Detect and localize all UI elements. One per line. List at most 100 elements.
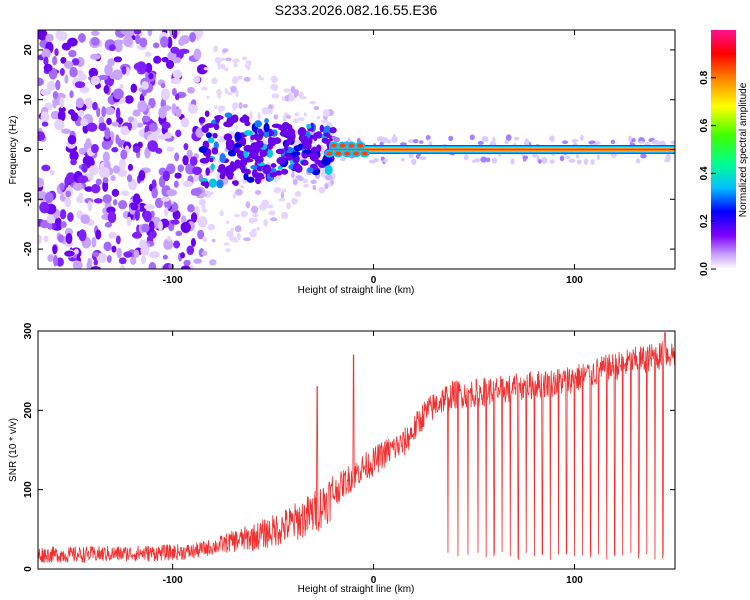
transition-light-blob <box>202 236 208 243</box>
fringe-blob <box>576 159 582 165</box>
noise-blob <box>166 163 176 175</box>
transition-strong-blob <box>231 114 239 123</box>
transition-light-blob <box>230 227 235 232</box>
transition-light-blob <box>214 105 218 110</box>
transition-light-blob <box>316 115 321 120</box>
transition-strong-blob <box>280 168 289 175</box>
noise-blob <box>52 99 58 109</box>
noise-blob <box>139 37 148 48</box>
transition-light-blob <box>236 75 243 80</box>
noise-blob <box>59 182 65 191</box>
noise-blob <box>103 85 110 94</box>
transition-strong-blob <box>244 121 251 127</box>
noise-blob <box>180 252 186 259</box>
transition-strong-blob <box>263 122 270 133</box>
noise-blob <box>72 260 83 269</box>
transition-strong-blob <box>308 139 313 145</box>
transition-light-blob <box>199 193 208 197</box>
transition-strong-blob <box>198 146 208 154</box>
noise-blob <box>74 81 86 89</box>
transition-light-blob <box>248 217 255 224</box>
noise-blob <box>154 197 164 209</box>
transition-light-blob <box>237 232 241 241</box>
transition-light-blob <box>294 191 302 198</box>
transition-light-blob <box>219 210 224 217</box>
transition-light-blob <box>283 88 292 93</box>
noise-blob <box>40 89 51 96</box>
transition-light-blob <box>278 198 286 202</box>
noise-blob <box>59 96 65 109</box>
transition-light-blob <box>286 114 291 119</box>
noise-blob <box>164 132 172 139</box>
noise-blob <box>45 33 54 42</box>
fringe-blob <box>504 139 509 145</box>
transition-light-blob <box>286 202 291 210</box>
transition-strong-blob <box>292 151 301 156</box>
fringe-blob <box>583 158 589 165</box>
noise-blob <box>193 76 201 83</box>
transition-strong-blob <box>285 153 293 161</box>
transition-light-blob <box>201 203 206 210</box>
noise-blob <box>163 238 173 250</box>
transition-strong-blob <box>264 118 269 124</box>
noise-blob <box>145 62 153 74</box>
transition-light-blob <box>232 58 240 63</box>
noise-blob <box>72 182 83 191</box>
fringe-blob <box>522 158 527 162</box>
fringe-blob <box>575 153 580 159</box>
transition-light-blob <box>217 91 222 99</box>
transition-light-blob <box>231 105 239 109</box>
noise-blob <box>125 66 130 77</box>
noise-blob <box>130 203 139 211</box>
noise-blob <box>59 67 65 76</box>
noise-blob <box>155 147 163 154</box>
noise-blob <box>140 244 150 256</box>
colorbar: 0.0 0.2 0.4 0.6 0.8 Normalized spectral ampl… <box>699 30 749 276</box>
transition-light-blob <box>207 223 216 231</box>
noise-blob <box>54 217 62 229</box>
transition-light-blob <box>201 250 208 256</box>
noise-blob <box>178 38 186 46</box>
noise-blob <box>93 259 99 266</box>
transition-strong-blob <box>219 153 226 163</box>
noise-blob <box>161 121 171 129</box>
noise-blob <box>113 88 124 100</box>
noise-blob <box>121 65 127 75</box>
transition-strong-blob <box>271 123 282 128</box>
transition-light-blob <box>214 57 222 64</box>
transition-strong-blob <box>272 137 282 144</box>
noise-blob <box>68 49 77 58</box>
noise-blob <box>107 211 117 224</box>
noise-blob <box>186 149 193 159</box>
spectrogram-ytick-label: 10 <box>23 94 34 106</box>
transition-light-blob <box>292 118 299 124</box>
noise-blob <box>59 209 67 220</box>
transition-strong-blob <box>309 151 319 162</box>
carrier-wobble-core <box>344 151 351 156</box>
transition-light-blob <box>243 76 251 82</box>
transition-strong-blob <box>239 151 244 160</box>
transition-light-blob <box>231 76 239 85</box>
noise-blob <box>107 58 115 67</box>
transition-light-blob <box>245 201 251 209</box>
transition-strong-blob <box>275 148 285 155</box>
noise-blob <box>77 175 89 184</box>
noise-blob <box>80 214 91 225</box>
figure-title: S233.2026.082.16.55.E36 <box>275 2 438 18</box>
noise-blob <box>38 30 48 41</box>
transition-strong-blob <box>205 149 211 160</box>
transition-light-blob <box>252 228 257 233</box>
noise-blob <box>170 219 180 225</box>
noise-blob <box>69 66 78 78</box>
fringe-blob <box>513 136 520 141</box>
transition-strong-blob <box>225 165 235 175</box>
transition-light-blob <box>201 208 208 213</box>
noise-blob <box>123 30 135 37</box>
fringe-blob <box>340 156 346 162</box>
noise-blob <box>55 30 63 40</box>
noise-blob <box>78 147 87 155</box>
transition-light-blob <box>302 178 309 184</box>
snr-frame <box>37 330 676 570</box>
transition-strong-blob <box>324 165 333 176</box>
